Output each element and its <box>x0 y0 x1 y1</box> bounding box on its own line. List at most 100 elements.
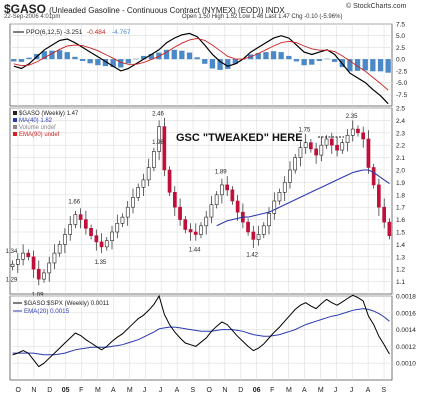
ppo-histogram-bar <box>270 51 277 60</box>
ppo-histogram-bar <box>110 59 116 68</box>
ppo-legend-histogram: -4.767 <box>112 29 131 36</box>
candle-up <box>42 272 46 280</box>
ppo-y-tick-label: -7.5 <box>396 92 408 99</box>
candle-down <box>308 142 313 150</box>
chart-title: $GASO (Unleaded Gasoline - Continuous Co… <box>4 2 285 16</box>
candle-down <box>225 184 230 191</box>
ppo-legend-label: PPO(6,12,5) -3.251 <box>26 29 83 36</box>
candle-up <box>282 182 287 193</box>
x-axis-label: F <box>270 387 274 394</box>
candle-up <box>73 214 78 225</box>
date-label: 22-Sep-2006 4:01pm <box>4 14 61 20</box>
ppo-histogram-bar <box>278 52 284 60</box>
ppo-histogram-bar <box>217 59 223 70</box>
price-y-tick-label: 1.7 <box>396 205 405 212</box>
ppo-y-tick-label: -5.0 <box>396 80 408 87</box>
price-legend-label: Volume undef <box>19 125 56 131</box>
price-annotation-label: 1.34 <box>6 249 18 255</box>
ppo-histogram-bar <box>49 50 55 60</box>
candle-up <box>209 204 214 218</box>
x-axis-label: M <box>95 387 101 394</box>
candle-up <box>47 262 52 274</box>
candle-down <box>356 128 360 134</box>
price-y-tick-label: 2.4 <box>396 118 405 125</box>
x-axis-label: A <box>366 387 371 394</box>
candle-up <box>267 213 271 227</box>
x-axis-label: S <box>191 387 196 394</box>
ppo-histogram-bar <box>148 54 154 60</box>
candle-up <box>272 200 277 214</box>
candle-up <box>57 244 62 254</box>
ppo-legend-signal: -0.484 <box>87 29 106 36</box>
candle-up <box>340 142 345 151</box>
candle-up <box>345 135 350 144</box>
ratio-legend-label: $GASO:$SPX (Weekly) 0.0011 <box>24 300 110 307</box>
ppo-y-tick-label: -2.5 <box>396 68 408 75</box>
x-axis-label: F <box>79 387 83 394</box>
ppo-panel-frame <box>9 23 393 107</box>
x-axis-label: A <box>175 387 180 394</box>
ratio-line <box>12 294 390 368</box>
candle-down <box>99 241 104 248</box>
ppo-histogram-bar <box>225 59 231 69</box>
ppo-histogram-bar <box>347 59 353 72</box>
ppo-histogram-bar <box>141 55 147 60</box>
ppo-signal-line <box>13 38 389 91</box>
ppo-histogram-bar <box>72 56 78 60</box>
candle-up <box>324 138 329 146</box>
candle-up <box>15 258 20 265</box>
ratio-y-tick-label: 0.0016 <box>396 310 416 317</box>
ppo-histogram-bar <box>41 51 47 60</box>
price-annotation-label: 1.42 <box>246 253 258 259</box>
ppo-histogram-bar <box>202 59 208 64</box>
ppo-histogram-bar <box>232 59 238 64</box>
x-axis-label: J <box>350 387 354 394</box>
candle-up <box>52 252 57 264</box>
price-y-tick-label: 1.2 <box>396 267 405 274</box>
x-axis-label: J <box>334 387 338 394</box>
price-annotation-label: 1.29 <box>6 277 18 283</box>
candle-up <box>21 252 25 260</box>
ratio-y-tick-label: 0.0014 <box>396 327 416 334</box>
ppo-histogram-bar <box>385 59 391 73</box>
ppo-y-tick-label: 2.5 <box>396 45 405 52</box>
price-y-tick-label: 1.3 <box>396 254 405 261</box>
price-y-tick-label: 1.6 <box>396 217 405 224</box>
candle-up <box>319 144 324 156</box>
price-annotation-label: 2.46 <box>152 111 164 117</box>
candle-down <box>376 184 381 208</box>
candle-up <box>152 151 156 168</box>
ratio-ema-line <box>12 308 390 356</box>
ratio-y-tick-label: 0.0010 <box>396 361 416 368</box>
ppo-histogram-bar <box>133 58 139 60</box>
ppo-histogram-bar <box>87 59 93 64</box>
ppo-histogram-bar <box>179 50 185 60</box>
candle-down <box>167 169 172 193</box>
ppo-histogram-bar <box>194 57 200 60</box>
brand-label: © StockCharts.com <box>346 3 407 10</box>
price-legend-swatch <box>13 125 17 129</box>
ratio-panel-frame <box>9 295 393 381</box>
candle-down <box>78 214 83 220</box>
price-y-tick-label: 2.1 <box>396 155 405 162</box>
candle-up <box>68 224 72 235</box>
ppo-histogram-bar <box>301 59 307 66</box>
candle-down <box>335 144 339 151</box>
candle-down <box>371 167 376 186</box>
ppo-y-tick-label: 7.5 <box>396 22 405 29</box>
candle-up <box>131 197 135 208</box>
candle-up <box>115 223 120 233</box>
candle-up <box>157 126 162 152</box>
candle-down <box>162 126 167 171</box>
ppo-histogram-bar <box>209 59 216 69</box>
price-legend-swatch <box>13 118 17 122</box>
ppo-histogram-bar <box>11 59 17 62</box>
x-axis-label: A <box>302 387 307 394</box>
candle-down <box>382 206 387 223</box>
candle-up <box>10 263 15 268</box>
ppo-histogram-bar <box>102 59 109 67</box>
candle-down <box>31 256 36 270</box>
candle-up <box>141 179 146 188</box>
candle-down <box>26 252 31 258</box>
ppo-y-tick-label: 5.0 <box>396 33 405 40</box>
